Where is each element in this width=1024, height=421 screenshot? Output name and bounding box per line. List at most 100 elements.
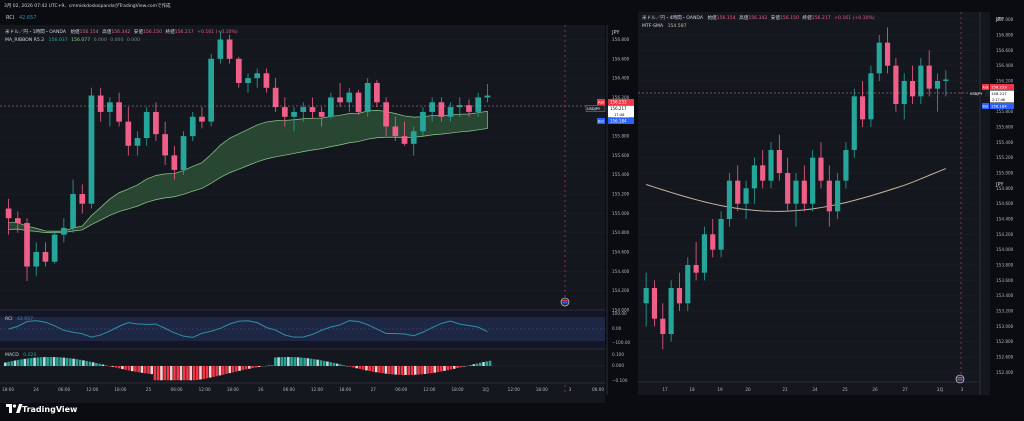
left-time-tick: 06:00 bbox=[395, 387, 407, 392]
macd-bar bbox=[361, 366, 365, 370]
macd-bar bbox=[270, 365, 274, 366]
macd-bar bbox=[446, 366, 450, 371]
left-candle-body bbox=[392, 126, 399, 137]
macd-bar bbox=[306, 358, 310, 366]
right-candle-body bbox=[743, 188, 749, 204]
svg-text:Bid: Bid bbox=[598, 120, 604, 124]
left-candle bbox=[33, 242, 40, 277]
macd-bar bbox=[56, 357, 59, 366]
left-time-tick: 18:00 bbox=[2, 387, 14, 392]
left-candle-body bbox=[291, 111, 297, 117]
macd-bar bbox=[482, 362, 485, 366]
left-price-tick: 156.200 bbox=[612, 95, 630, 100]
macd-bar bbox=[368, 366, 371, 372]
right-price-tick: 152.800 bbox=[996, 339, 1014, 344]
right-price-axis[interactable]: 157.000156.800156.600156.400156.200156.0… bbox=[996, 17, 1014, 375]
macd-bar bbox=[378, 366, 381, 373]
macd-bar bbox=[426, 366, 430, 374]
right-flag-icon[interactable] bbox=[955, 374, 965, 384]
macd-bar bbox=[384, 366, 388, 374]
left-candle bbox=[189, 111, 196, 141]
right-currency-label-lower[interactable]: JPY bbox=[995, 182, 1004, 188]
left-indicator-legend[interactable]: MA_RIBBON R5.2 156.037 156.077 0.000 0.0… bbox=[5, 37, 140, 43]
macd-bar bbox=[433, 366, 437, 373]
left-candle bbox=[355, 89, 362, 115]
macd-bar bbox=[147, 366, 150, 374]
right-price-tick: 154.200 bbox=[996, 232, 1014, 237]
macd-bar bbox=[46, 357, 49, 366]
left-time-tick: 25 bbox=[146, 387, 152, 392]
header-indicator-value: 42.657 bbox=[19, 15, 37, 21]
left-currency-label[interactable]: JPY bbox=[611, 30, 620, 36]
left-candle bbox=[438, 97, 445, 122]
right-candle-body bbox=[676, 288, 683, 304]
left-price-axis[interactable]: 156.800156.600156.400156.200156.000155.8… bbox=[612, 37, 630, 383]
left-candle bbox=[364, 78, 371, 117]
rci-legend[interactable]: RCI 42.657 bbox=[5, 316, 33, 322]
left-candle bbox=[466, 99, 472, 117]
left-pane[interactable]: 156.800156.600156.400156.200156.000155.8… bbox=[0, 25, 630, 403]
left-ask-badge: Ask 156.233 bbox=[597, 99, 634, 105]
svg-text:156.217: 156.217 bbox=[610, 106, 627, 111]
macd-bar bbox=[221, 366, 225, 375]
macd-bar bbox=[374, 366, 378, 373]
macd-bar bbox=[423, 366, 427, 374]
right-price-tick: 155.400 bbox=[996, 140, 1014, 145]
macd-bar bbox=[205, 366, 209, 379]
left-candle-body bbox=[51, 234, 58, 262]
left-price-tick: 154.200 bbox=[612, 288, 630, 293]
left-candle-body bbox=[143, 111, 150, 139]
left-flag-icon[interactable] bbox=[560, 297, 570, 307]
macd-bar bbox=[316, 359, 319, 366]
left-candle bbox=[429, 97, 436, 122]
macd-bar bbox=[163, 366, 167, 381]
svg-text:Ask: Ask bbox=[983, 86, 989, 90]
macd-bar bbox=[189, 366, 193, 381]
right-candle-body bbox=[893, 65, 899, 104]
right-candle bbox=[909, 65, 916, 104]
macd-bar bbox=[143, 366, 147, 374]
right-pane[interactable]: 157.000156.800156.600156.400156.200156.0… bbox=[638, 12, 1014, 395]
right-time-axis[interactable]: 17 18 19 20 21 24 25 26 27 3月 3 bbox=[662, 387, 963, 393]
macd-tick: 0.100 bbox=[612, 352, 624, 357]
left-candle bbox=[420, 107, 426, 137]
right-currency-label[interactable]: JPY bbox=[995, 17, 1004, 23]
macd-bar bbox=[248, 366, 251, 369]
macd-bar bbox=[212, 366, 215, 377]
right-candle bbox=[660, 303, 666, 350]
macd-bar bbox=[296, 357, 300, 366]
macd-bar bbox=[459, 366, 463, 368]
left-time-tick: 12:00 bbox=[86, 387, 98, 392]
right-price-tick: 153.000 bbox=[996, 324, 1014, 329]
macd-bar bbox=[456, 366, 459, 369]
left-candle bbox=[14, 211, 21, 233]
macd-bar bbox=[39, 357, 43, 366]
macd-bar bbox=[257, 366, 261, 367]
left-candle-body bbox=[456, 105, 463, 108]
right-candles bbox=[643, 27, 949, 350]
right-candle bbox=[876, 35, 882, 81]
left-time-axis[interactable]: 18:00 24 06:00 12:00 18:00 25 06:00 12:00 18:00 2… bbox=[2, 387, 604, 393]
right-price-tick: 153.600 bbox=[996, 278, 1014, 283]
left-last-badge: USDJPY 156.217 17:46 bbox=[585, 105, 634, 118]
right-candle-body bbox=[843, 150, 849, 181]
right-symbol-line[interactable]: 米ドル／円・4時間・OANDA 始値156.154 高値156.342 安値15… bbox=[642, 14, 875, 21]
right-candle-body bbox=[718, 219, 724, 250]
right-price-tick: 153.400 bbox=[996, 293, 1014, 298]
macd-legend[interactable]: MACD 0.020 bbox=[5, 352, 36, 358]
macd-bar bbox=[319, 360, 323, 366]
left-time-tick: 18:00 bbox=[227, 387, 239, 392]
macd-bar bbox=[462, 366, 466, 367]
macd-bar bbox=[23, 358, 27, 366]
right-candle-body bbox=[751, 165, 757, 189]
left-candle bbox=[456, 97, 463, 117]
macd-bar bbox=[300, 357, 303, 366]
right-candle-body bbox=[668, 288, 674, 334]
right-indicator-legend[interactable]: MTF-SMA 154.587 bbox=[642, 23, 687, 29]
macd-bar bbox=[430, 366, 433, 374]
right-price-tick: 155.800 bbox=[996, 109, 1014, 114]
macd-bar bbox=[371, 366, 375, 372]
left-candle-body bbox=[235, 58, 242, 83]
left-symbol-line[interactable]: 米ドル／円・1時間・OANDA 始値156.154 高値156.342 安値15… bbox=[5, 28, 238, 35]
